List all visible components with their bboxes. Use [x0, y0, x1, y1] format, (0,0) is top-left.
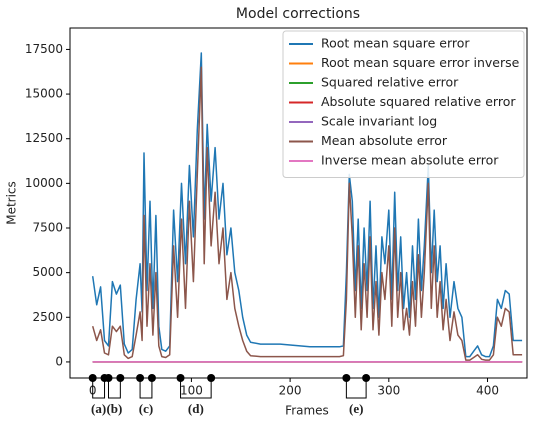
x-tick-label: 200	[279, 384, 302, 398]
legend-label: Inverse mean absolute error	[321, 153, 499, 168]
annotation-bracket	[345, 378, 367, 399]
y-tick-label: 2500	[32, 310, 63, 324]
y-tick-label: 5000	[32, 265, 63, 279]
annotation-dot	[147, 374, 156, 382]
annotation-label: (d)	[188, 401, 204, 416]
annotation-dot	[176, 374, 185, 382]
annotation-dot	[342, 374, 351, 382]
annotation-bracket	[107, 378, 121, 399]
annotation-dot	[104, 374, 113, 382]
annotation-bracket	[180, 378, 212, 399]
legend-box	[282, 30, 525, 178]
x-tick-label: 400	[476, 384, 499, 398]
x-tick-label: 100	[180, 384, 203, 398]
annotation-label: (e)	[349, 401, 363, 416]
y-axis-label: Metrics	[5, 181, 19, 225]
y-tick-label: 10000	[25, 176, 63, 190]
y-tick-label: 12500	[25, 131, 63, 145]
legend-label: Root mean square error	[321, 36, 470, 51]
legend-label: Mean absolute error	[321, 133, 448, 148]
chart-title: Model corrections	[236, 6, 360, 22]
annotation-bracket	[92, 378, 106, 399]
annotation-dot	[362, 374, 371, 382]
annotation-dot	[136, 374, 145, 382]
y-tick-label: 15000	[25, 87, 63, 101]
legend-label: Root mean square error inverse	[321, 55, 520, 70]
annotation-label: (c)	[139, 401, 153, 416]
annotation-dot	[88, 374, 97, 382]
x-tick-label: 300	[377, 384, 400, 398]
y-tick-label: 0	[55, 354, 63, 368]
annotation-dot	[116, 374, 125, 382]
legend-label: Absolute squared relative error	[321, 94, 516, 109]
legend-label: Squared relative error	[321, 75, 459, 90]
annotation-bracket	[139, 378, 153, 399]
x-axis-label: Frames	[285, 404, 329, 418]
y-tick-label: 7500	[32, 221, 63, 235]
annotation-dot	[207, 374, 216, 382]
series-line	[91, 66, 523, 361]
annotation-label: (a)	[91, 401, 106, 416]
annotation-label: (b)	[106, 401, 122, 416]
legend-label: Scale invariant log	[321, 114, 437, 129]
y-tick-label: 17500	[25, 42, 63, 56]
plot-frame	[69, 27, 528, 379]
